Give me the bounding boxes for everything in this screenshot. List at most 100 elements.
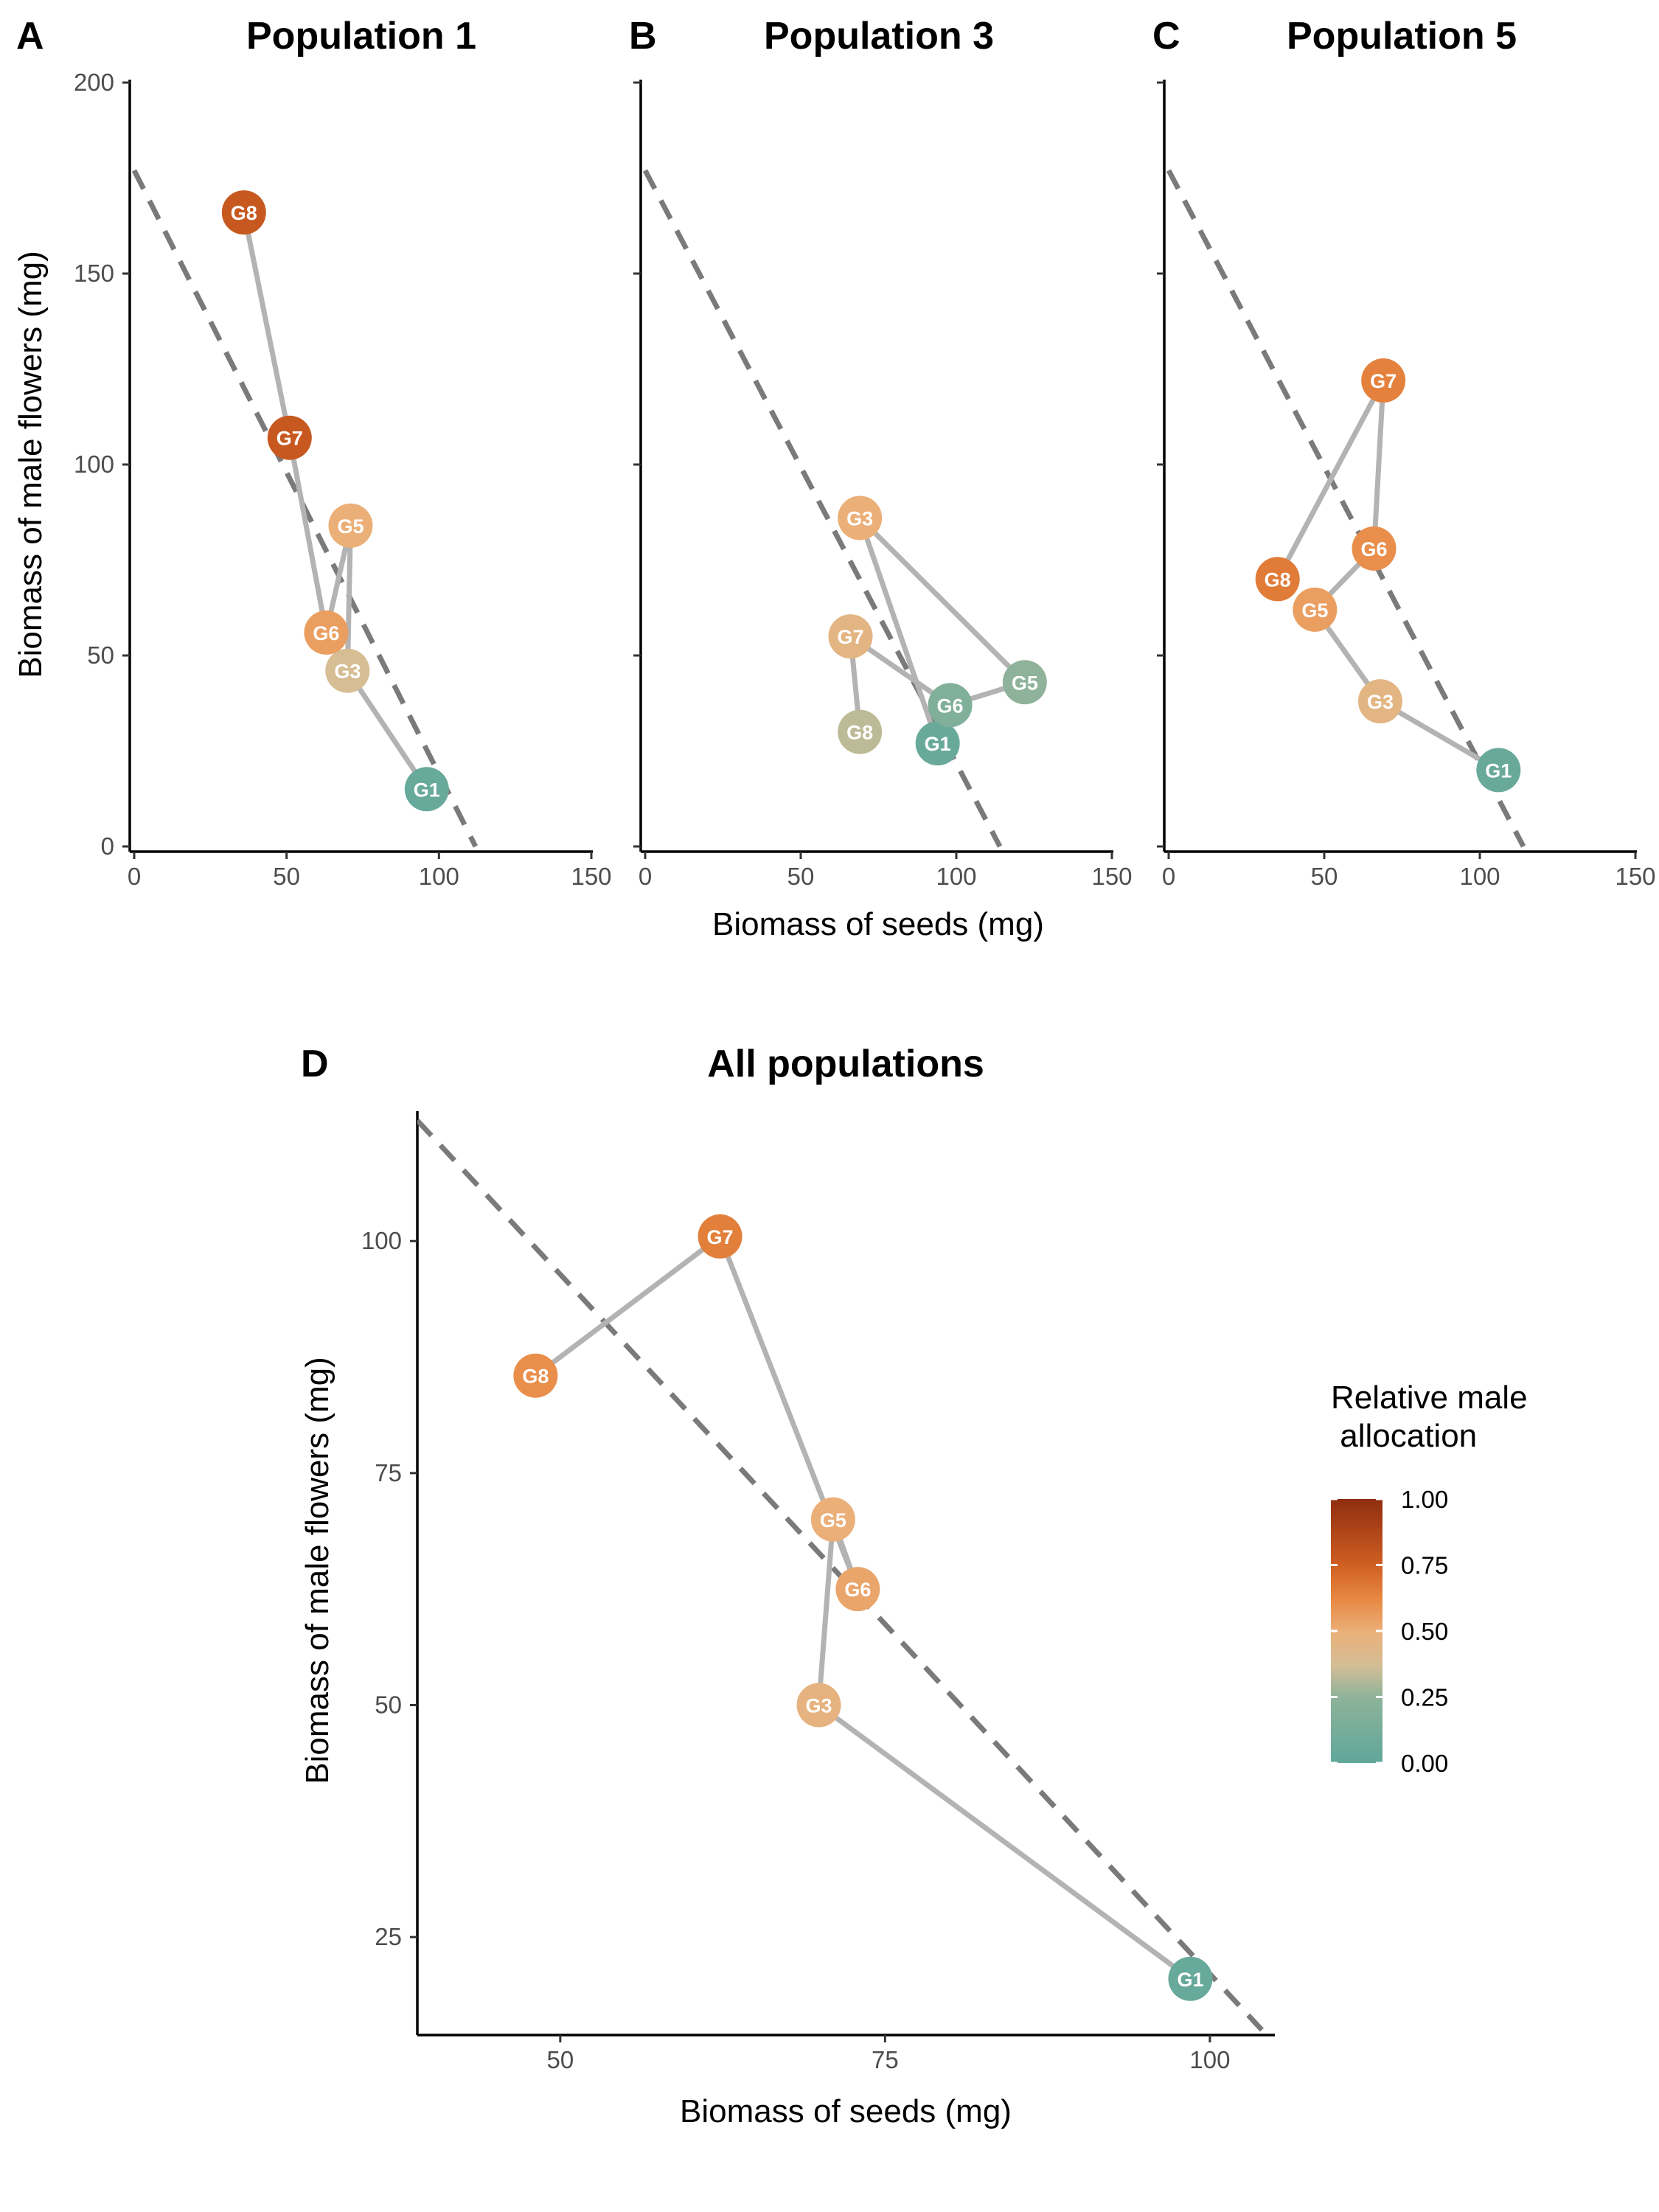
y-tick-label: 50: [375, 1691, 402, 1718]
y-tick-label: 75: [375, 1459, 402, 1486]
data-point-g6: [835, 1567, 880, 1612]
reference-line: [417, 1119, 1264, 2032]
panel-a: A Population 1 0 50 100 150 0 50 100 150 200 G1 G3 G5…: [16, 15, 612, 890]
data-point-g1: [915, 721, 960, 766]
data-point-label: G5: [1301, 599, 1328, 622]
x-tick-label: 100: [936, 863, 976, 890]
data-point-g6: [1352, 526, 1397, 571]
legend-ticks: 1.00 0.75 0.50 0.25 0.00: [1331, 1486, 1448, 1777]
legend-tick-label: 0.50: [1401, 1618, 1448, 1645]
x-tick-label: 100: [419, 863, 459, 890]
data-point-label: G7: [276, 428, 303, 450]
x-tick-label: 50: [273, 863, 300, 890]
x-tick-label: 75: [872, 2046, 899, 2073]
data-point-g6: [304, 610, 349, 655]
data-point-g5: [328, 503, 373, 548]
data-point-g5: [1002, 660, 1047, 705]
x-tick-label: 0: [639, 863, 652, 890]
data-point-label: G7: [1370, 370, 1397, 392]
data-point-label: G6: [844, 1579, 871, 1601]
y-tick-label: 50: [87, 641, 114, 669]
legend-tick-label: 1.00: [1401, 1486, 1448, 1513]
data-point-label: G8: [231, 202, 257, 224]
x-tick-label: 150: [1615, 863, 1655, 890]
data-point-g7: [267, 415, 312, 460]
data-point-g1: [1476, 748, 1521, 793]
y-tick-label: 100: [74, 451, 114, 478]
color-legend: Relative male allocation 1.00 0.75 0.50 0.2…: [1331, 1380, 1528, 1777]
legend-title-line1: Relative male: [1331, 1380, 1528, 1416]
panel-tag: D: [301, 1043, 329, 1085]
reference-line: [1166, 169, 1526, 848]
y-tick-label: 150: [74, 260, 114, 287]
data-point-g5: [1293, 587, 1338, 632]
data-point-label: G5: [1012, 672, 1038, 694]
panel-b: B Population 3 0 50 100 150 G1 G3 G5 G6 G7 G8: [629, 15, 1133, 890]
panel-tag: A: [16, 15, 44, 58]
top-y-axis-title: Biomass of male flowers (mg): [13, 251, 49, 678]
legend-tick-label: 0.25: [1401, 1684, 1448, 1711]
legend-colorbar: [1331, 1499, 1382, 1763]
x-tick-label: 0: [128, 863, 141, 890]
data-point-g5: [810, 1497, 855, 1542]
panel-tag: B: [629, 15, 657, 58]
reference-line: [642, 169, 1003, 848]
y-tick-label: 100: [361, 1227, 402, 1254]
x-tick-label: 100: [1459, 863, 1500, 890]
x-tick-label: 150: [571, 863, 611, 890]
y-tick-label: 200: [74, 69, 114, 96]
data-point-g3: [796, 1683, 841, 1728]
y-axis-title: Biomass of male flowers (mg): [299, 1357, 335, 1784]
series-path: [241, 212, 429, 791]
y-tick-label: 0: [101, 832, 114, 860]
panel-d: D All populations 50 75 100 25 50 75 100 Biomass …: [299, 1043, 1275, 2129]
data-point-label: G5: [337, 515, 364, 538]
x-tick-label: 50: [787, 863, 815, 890]
data-point-label: G6: [313, 622, 339, 644]
data-point-label: G1: [925, 733, 951, 755]
data-point-label: G5: [820, 1509, 846, 1531]
series-path: [1275, 378, 1500, 773]
x-tick-label: 0: [1162, 863, 1175, 890]
panel-title: All populations: [707, 1043, 984, 1085]
data-point-g8: [221, 190, 266, 235]
data-point-label: G8: [522, 1366, 549, 1388]
panel-title: Population 3: [764, 15, 994, 58]
panel-title: Population 1: [246, 15, 476, 58]
data-point-g3: [325, 648, 370, 693]
y-tick-label: 25: [375, 1923, 402, 1950]
data-point-label: G7: [838, 626, 864, 648]
data-point-label: G7: [707, 1226, 734, 1248]
data-point-label: G3: [1367, 691, 1394, 713]
data-point-g8: [1255, 557, 1300, 602]
panel-c: C Population 5 0 50 100 150 G1 G3 G5 G6 G7 G8: [1152, 15, 1656, 890]
data-point-g8: [838, 709, 883, 754]
data-point-g1: [404, 767, 449, 812]
legend-title-line2: allocation: [1331, 1418, 1477, 1454]
data-point-g3: [838, 495, 883, 540]
panel-title: Population 5: [1287, 15, 1517, 58]
top-x-axis-title: Biomass of seeds (mg): [712, 906, 1044, 942]
data-point-label: G3: [846, 508, 873, 530]
x-tick-label: 50: [1311, 863, 1338, 890]
data-point-g7: [698, 1214, 742, 1259]
data-point-label: G1: [414, 779, 440, 801]
data-point-label: G1: [1485, 759, 1512, 782]
data-point-g7: [828, 614, 873, 659]
data-point-label: G6: [937, 695, 964, 717]
data-point-label: G3: [805, 1694, 832, 1717]
x-axis-title: Biomass of seeds (mg): [680, 2093, 1012, 2129]
data-point-label: G1: [1177, 1969, 1203, 1991]
data-point-g3: [1357, 679, 1402, 724]
series-path: [534, 1234, 1192, 1981]
x-tick-label: 100: [1189, 2046, 1230, 2073]
data-point-label: G3: [334, 661, 361, 683]
data-point-label: G8: [846, 722, 873, 744]
data-point-g7: [1361, 358, 1406, 403]
legend-tick-label: 0.75: [1401, 1552, 1448, 1579]
data-point-g8: [513, 1353, 558, 1398]
data-point-label: G6: [1361, 538, 1388, 560]
data-point-label: G8: [1265, 568, 1291, 591]
x-tick-label: 50: [546, 2046, 574, 2073]
